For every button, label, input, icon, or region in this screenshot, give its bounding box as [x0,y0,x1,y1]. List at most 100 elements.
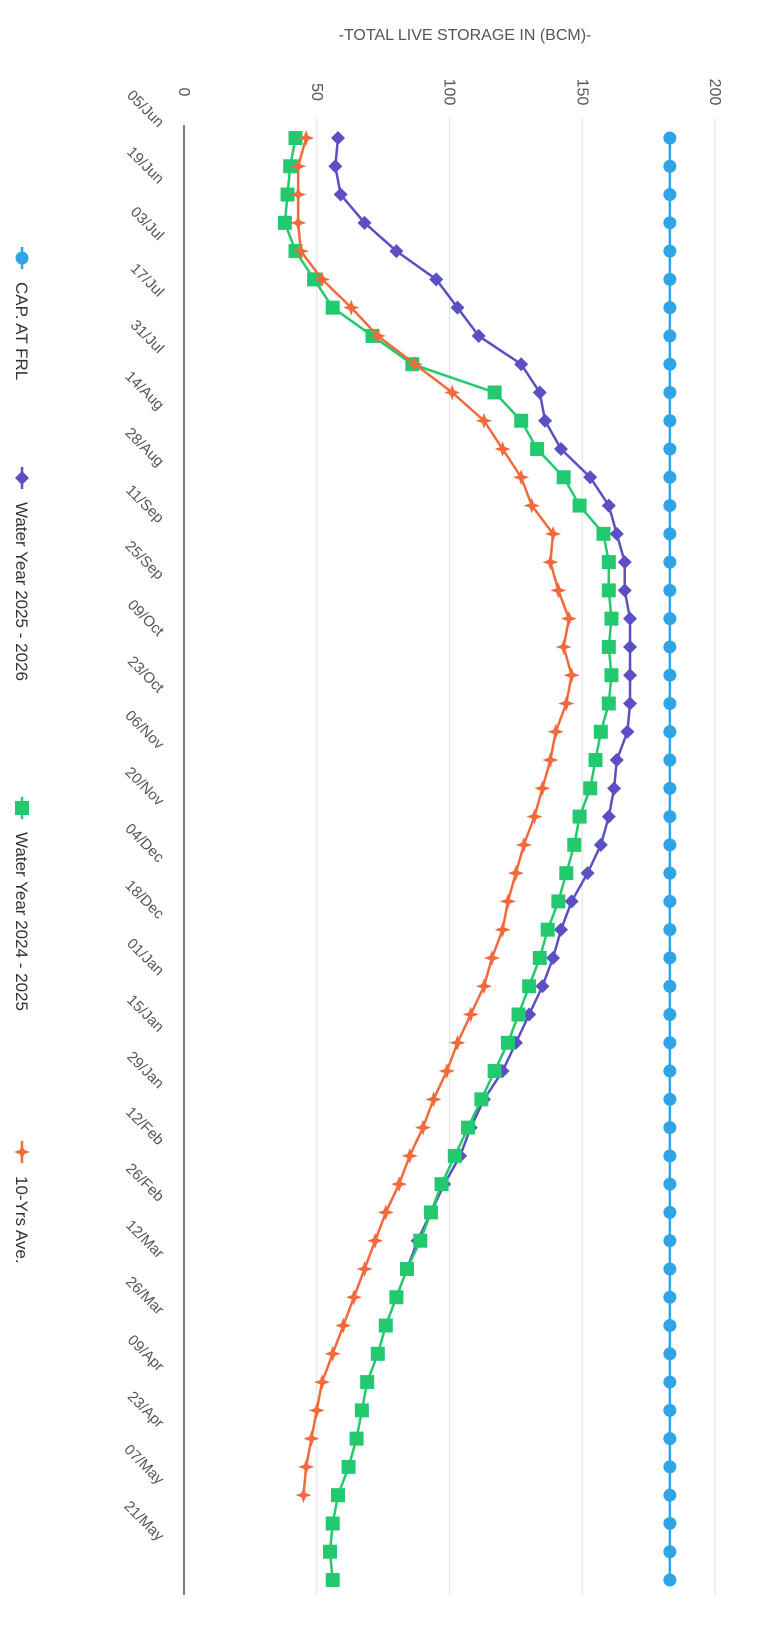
data-point [607,781,622,796]
data-point [580,866,595,881]
data-point [572,498,587,513]
data-point [369,327,386,344]
data-point [663,216,677,230]
data-point [663,301,677,315]
data-point [513,469,530,486]
legend-marker [15,801,29,815]
data-point [663,668,677,682]
data-point [413,1233,428,1248]
legend: CAP. AT FRL Water Year 2025 - 2026 Water Y… [12,247,31,1264]
x-tick-label: 26/Mar [122,1273,167,1318]
data-point [514,413,529,428]
data-point [663,1092,677,1106]
data-point [341,1459,356,1474]
data-point [663,866,677,880]
data-point [447,1148,462,1163]
data-point [389,244,404,259]
data-point [604,668,619,683]
data-point [554,442,569,457]
data-point [377,1204,394,1221]
data-point [623,668,638,683]
data-point [663,1319,677,1333]
data-point [538,413,553,428]
data-point [414,1119,431,1136]
data-point [601,809,616,824]
data-point [663,781,677,795]
data-point [349,1431,364,1446]
legend-item: Water Year 2025 - 2026 [12,467,31,681]
data-point [551,894,566,909]
data-point [523,497,540,514]
x-tick-label: 18/Dec [122,877,168,923]
data-point [583,781,598,796]
data-point [663,1290,677,1304]
y-tick-label: 100 [441,79,458,106]
data-point [663,555,677,569]
data-point [333,187,348,202]
data-point [601,498,616,513]
data-point [356,1260,373,1277]
data-point [663,1403,677,1417]
data-point [406,356,423,373]
data-point [558,695,575,712]
x-tick-label: 25/Sep [122,538,168,584]
data-point [663,1008,677,1022]
data-point [324,1345,341,1362]
data-point [663,612,677,626]
series-line [283,137,613,1581]
data-point [663,1516,677,1530]
x-tick-label: 23/Oct [124,653,168,697]
data-point [663,272,677,286]
data-point [663,329,677,343]
data-point [663,696,677,710]
data-point [288,131,303,145]
data-point [444,384,461,401]
data-point [663,357,677,371]
data-point [514,357,529,372]
data-point [545,525,562,542]
x-tick-label: 12/Feb [122,1104,167,1149]
data-point [391,1176,408,1193]
data-point [500,1035,515,1050]
data-point [556,470,571,485]
data-point [522,1007,537,1022]
data-point [663,725,677,739]
data-point [601,583,616,598]
data-point [559,866,574,881]
data-point [325,1573,340,1587]
data-point [367,1232,384,1249]
data-point [542,554,559,571]
data-point [555,638,572,655]
x-tick-label: 23/Apr [124,1388,167,1431]
y-tick-label: 50 [308,83,325,101]
data-point [314,1374,331,1391]
data-point [563,667,580,684]
data-point [401,1147,418,1164]
legend-marker [14,1144,30,1160]
data-point [560,610,577,627]
data-point [298,130,315,146]
data-point [471,328,486,343]
data-point [462,1006,479,1023]
x-tick-label: 15/Jan [123,992,167,1036]
data-point [663,442,677,456]
data-point [494,441,511,458]
data-point [487,1064,502,1079]
data-point [663,1545,677,1559]
x-tick-label: 31/Jul [127,317,167,357]
x-tick-label: 21/May [120,1498,167,1545]
x-tick-label: 20/Nov [122,764,168,810]
data-point [564,894,579,909]
y-tick-label: 150 [573,79,590,106]
x-tick-label: 06/Nov [122,707,168,753]
x-tick-label: 07/May [120,1441,167,1488]
data-point [535,979,550,994]
series-10-yrs-ave- [290,130,580,1504]
x-tick-label: 11/Sep [122,482,167,527]
data-point [572,809,587,824]
data-point [663,838,677,852]
data-point [298,1458,315,1475]
legend-item: 10-Yrs Ave. [12,1141,31,1264]
data-point [483,949,500,966]
data-point [554,922,569,937]
